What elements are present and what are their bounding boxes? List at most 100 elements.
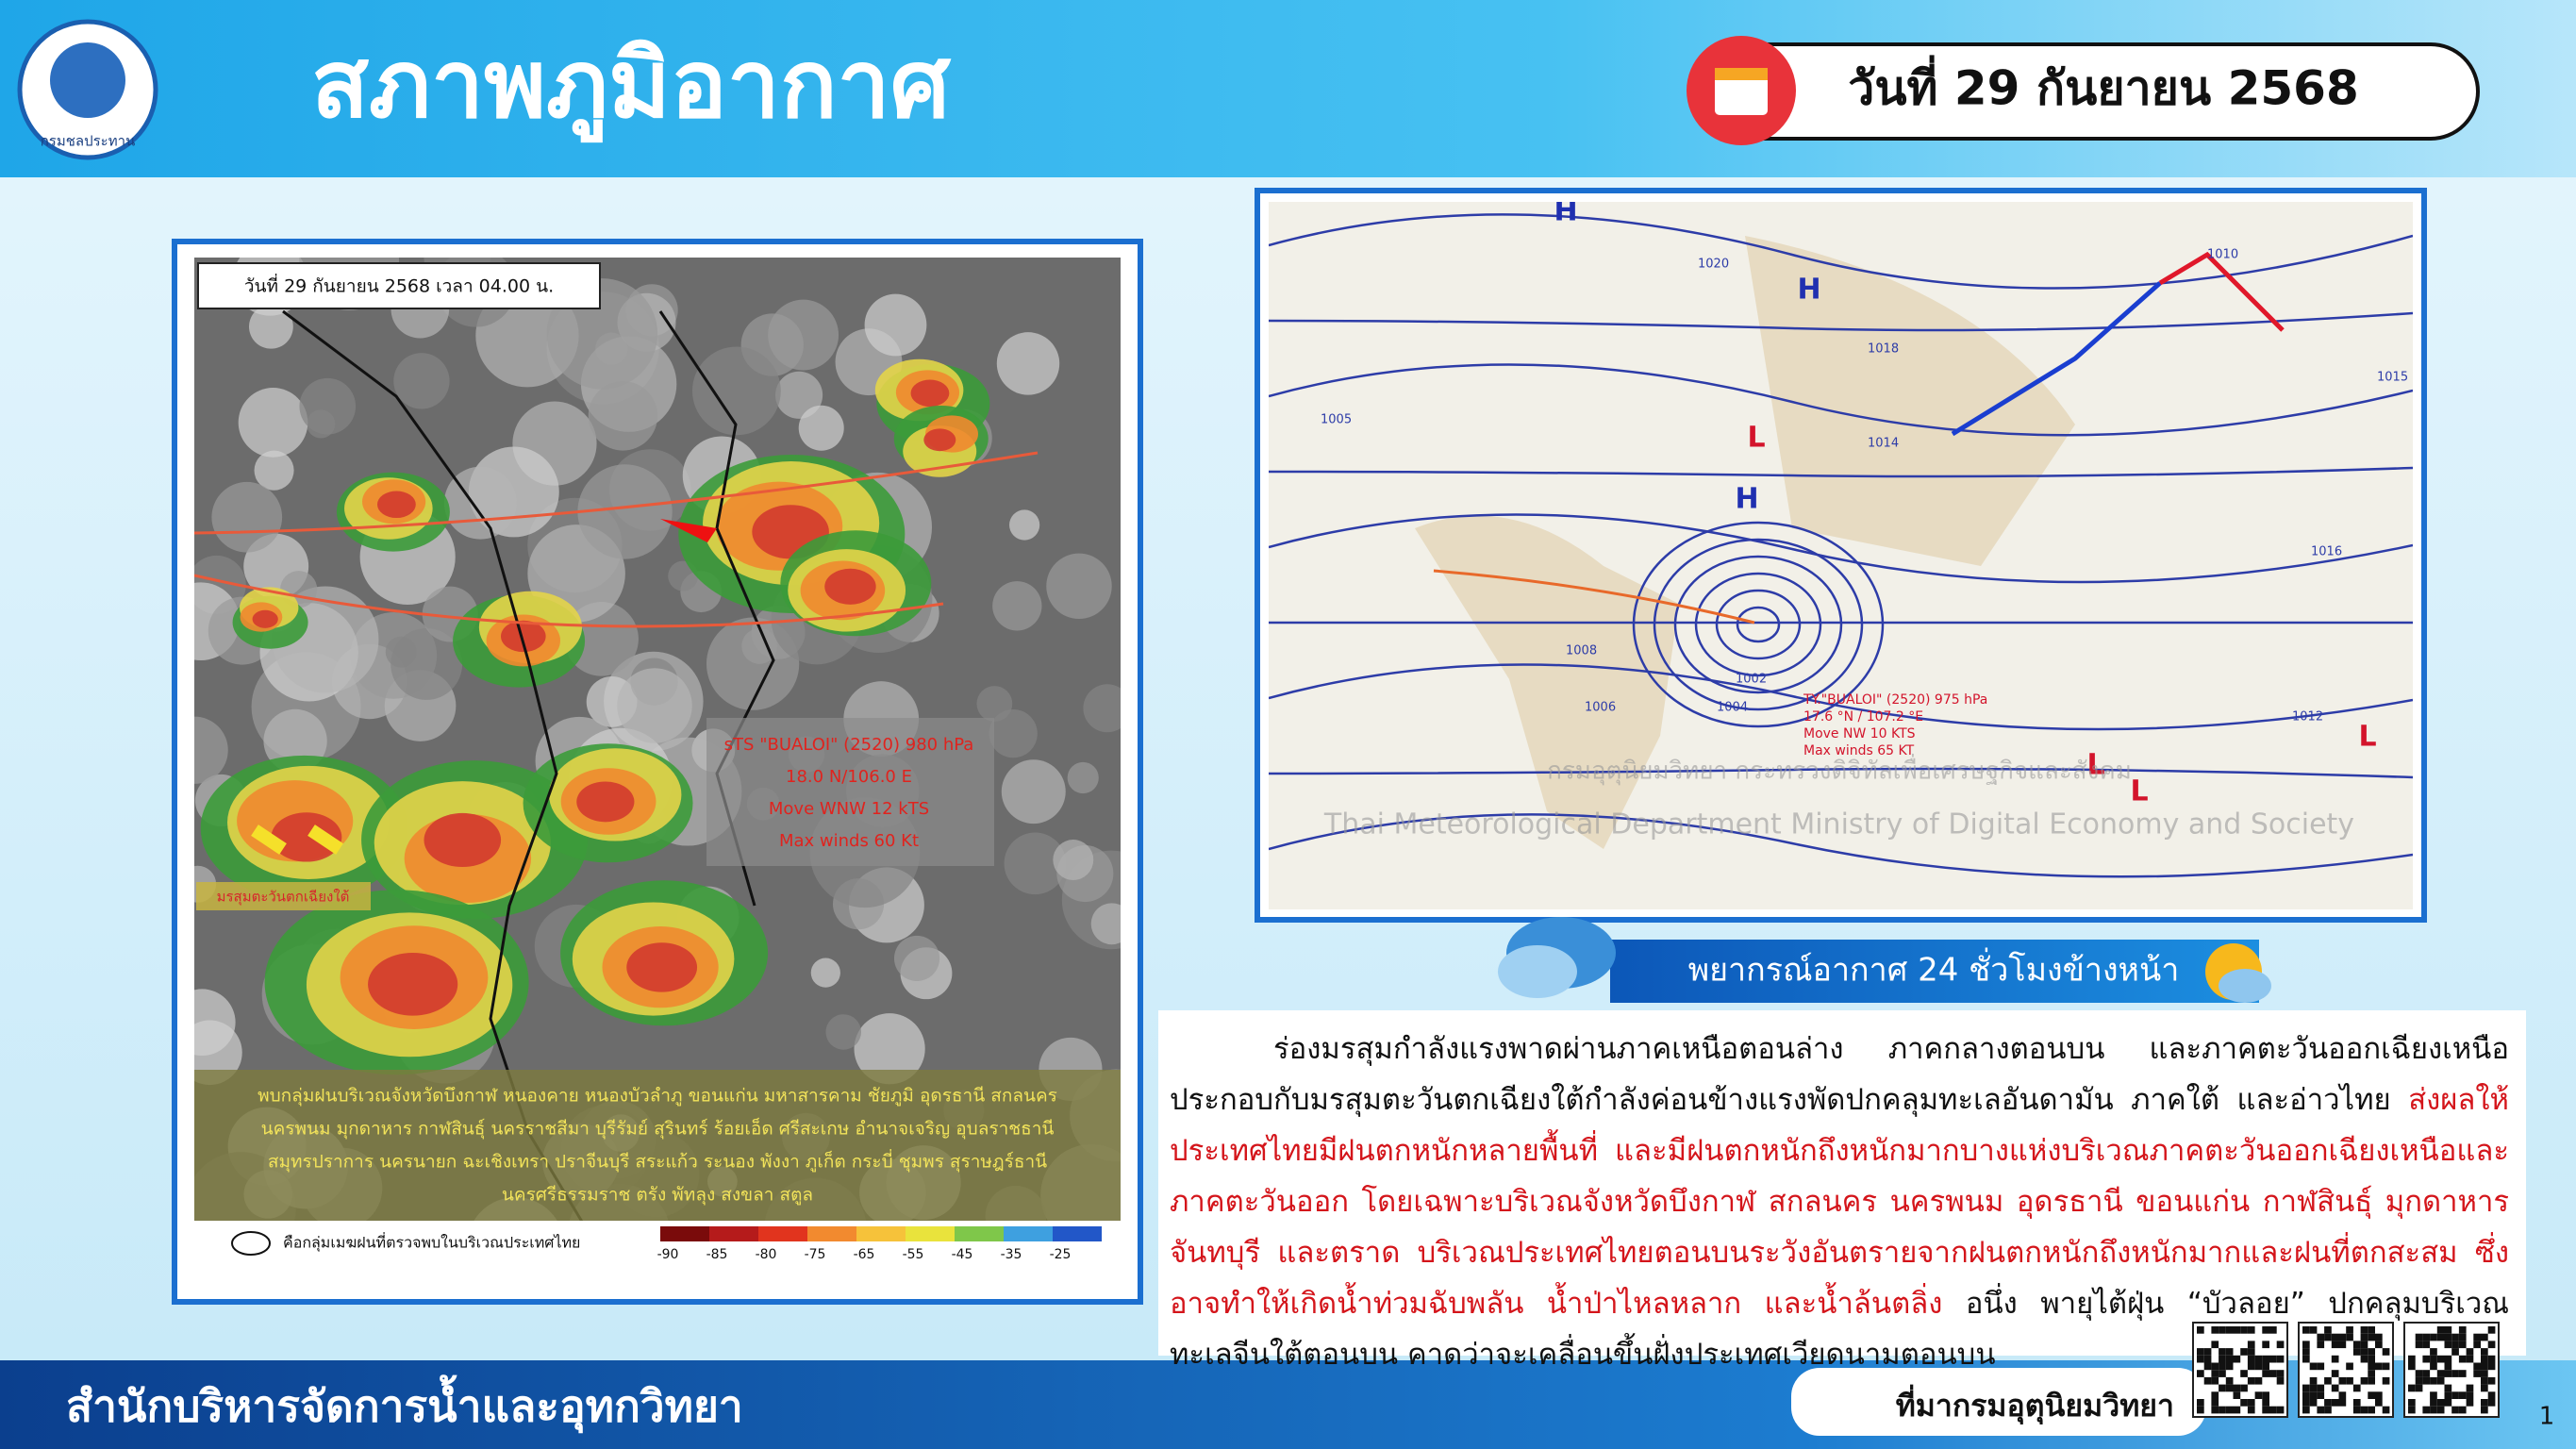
qr-module <box>2375 1391 2383 1399</box>
scale-swatch <box>807 1226 856 1241</box>
qr-module <box>2262 1355 2269 1363</box>
pressure-center: L <box>1747 422 1765 455</box>
qr-module <box>2481 1384 2488 1392</box>
isobar <box>1269 213 2413 290</box>
qr-module <box>2458 1370 2467 1377</box>
pressure-label: 1006 <box>1585 701 1616 715</box>
qr-module <box>2262 1341 2269 1349</box>
scale-swatch <box>660 1226 709 1241</box>
qr-module <box>2481 1376 2488 1385</box>
qr-module <box>2302 1406 2310 1414</box>
qr-module <box>2375 1362 2383 1371</box>
flow-arrows <box>251 824 343 855</box>
forecast-box <box>1158 1010 2526 1356</box>
qr-module <box>2422 1333 2431 1341</box>
qr-module <box>2360 1341 2368 1349</box>
isobar <box>1269 466 2413 478</box>
map-storm-label: TY."BUALOI" (2520) 975 hPa <box>1803 692 1987 708</box>
page-number: 1 <box>2539 1403 2555 1431</box>
qr-module <box>2382 1406 2390 1414</box>
scale-label: -55 <box>903 1247 924 1262</box>
watermark-th: กรมอุตุนิยมวิทยา กระทรวงดิจิทัลเพื่อเศรษ… <box>1547 754 2132 786</box>
qr-module <box>2382 1348 2390 1356</box>
qr-module <box>2225 1348 2234 1356</box>
qr-module <box>2269 1355 2277 1363</box>
qr-module <box>2240 1326 2248 1334</box>
qr-module <box>2473 1370 2481 1377</box>
cloud <box>992 581 1042 631</box>
qr-module <box>2444 1399 2452 1407</box>
scale-label: -90 <box>657 1247 679 1262</box>
scale-swatch <box>758 1226 807 1241</box>
qr-module <box>2444 1326 2452 1334</box>
qr-module <box>2430 1362 2437 1371</box>
storm-box <box>706 718 994 866</box>
qr-module <box>2473 1362 2481 1371</box>
qr-module <box>2197 1370 2204 1377</box>
qr-module <box>2444 1333 2452 1341</box>
rain-area <box>501 620 546 653</box>
qr-module <box>2317 1362 2325 1371</box>
qr-module <box>2240 1370 2248 1377</box>
qr-module <box>2233 1355 2241 1363</box>
qr-module <box>2302 1355 2310 1363</box>
qr-module <box>2324 1399 2332 1407</box>
qr-module <box>2481 1399 2488 1407</box>
cloud <box>854 1013 925 1085</box>
qr-module <box>2225 1355 2234 1363</box>
forecast-segment: ร่องมรสุมกำลังแรงพาดผ่านภาคเหนือตอนล่าง … <box>1170 1032 2509 1117</box>
forecast-banner <box>1610 940 2259 1003</box>
qr-module <box>2481 1406 2488 1414</box>
cloud <box>1090 903 1121 945</box>
isobar-ring <box>1715 589 1802 660</box>
scale-label: -35 <box>1001 1247 1022 1262</box>
scale-label: -65 <box>854 1247 875 1262</box>
qr-module <box>2466 1355 2474 1363</box>
qr-module <box>2247 1406 2255 1414</box>
pressure-center: L <box>2130 775 2148 808</box>
qr-module <box>2211 1376 2219 1385</box>
cloud <box>1001 759 1066 824</box>
logo-emblem <box>50 42 125 118</box>
qr-module <box>2197 1355 2204 1363</box>
qr-module <box>2352 1384 2361 1392</box>
qr-module <box>2487 1341 2496 1349</box>
qr-module <box>2276 1341 2285 1349</box>
qr-module <box>2375 1333 2383 1341</box>
qr-module <box>2436 1370 2445 1377</box>
qr-module <box>2338 1376 2347 1385</box>
qr-module <box>2324 1333 2332 1341</box>
qr-module <box>2225 1384 2234 1392</box>
cloud <box>249 304 293 349</box>
qr-module <box>2276 1370 2285 1377</box>
qr-module <box>2247 1355 2255 1363</box>
qr-module <box>2338 1333 2347 1341</box>
qr-module <box>2346 1376 2353 1385</box>
qr-module <box>2331 1341 2339 1349</box>
qr-module <box>2368 1362 2375 1371</box>
cloud <box>588 381 658 451</box>
cold-front <box>1951 281 2162 437</box>
isobar-ring <box>1632 521 1885 728</box>
qr-module <box>2436 1399 2445 1407</box>
qr-module <box>2368 1391 2375 1399</box>
cloud <box>1009 509 1040 541</box>
pressure-label: 1008 <box>1566 644 1597 658</box>
watermark-en: Thai Meteorological Department Ministry … <box>1323 808 2354 841</box>
summary-line: พบกลุ่มฝนบริเวณจังหวัดบึงกาฬ หนองคาย หนอ… <box>258 1086 1057 1108</box>
cloud <box>577 464 673 559</box>
pressure-center: L <box>2358 721 2376 754</box>
qr-module <box>2451 1406 2459 1414</box>
pressure-center: H <box>1735 483 1758 516</box>
qr-module <box>2233 1384 2241 1392</box>
isobar <box>1269 767 2413 779</box>
qr-module <box>2203 1362 2212 1371</box>
qr-module <box>2458 1333 2467 1341</box>
land <box>1415 236 2075 849</box>
qr-module <box>2302 1399 2310 1407</box>
qr-module <box>2408 1355 2416 1363</box>
qr-module <box>2247 1376 2255 1385</box>
legend-cloud-icon <box>231 1231 271 1256</box>
cloud <box>996 332 1060 395</box>
